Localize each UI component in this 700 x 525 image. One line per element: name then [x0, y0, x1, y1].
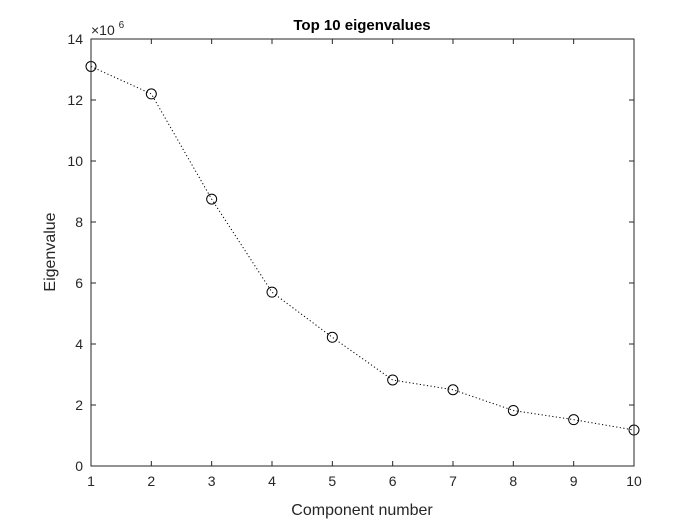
x-tick-label-1: 1	[87, 473, 95, 489]
plot-background	[91, 39, 634, 466]
data-point-2	[145, 88, 157, 100]
y-tick-label-12: 12	[67, 92, 83, 108]
y-axis-multiplier-base: ×10	[91, 22, 115, 38]
data-point-9	[568, 414, 580, 426]
data-point-6	[387, 374, 399, 386]
x-tick-label-9: 9	[570, 473, 578, 489]
y-tick-label-6: 6	[75, 275, 83, 291]
y-axis-label: Eigenvalue	[42, 212, 59, 291]
data-point-4	[266, 286, 278, 298]
x-tick-label-5: 5	[328, 473, 336, 489]
x-tick-label-10: 10	[626, 473, 642, 489]
data-point-3	[206, 193, 218, 205]
y-axis-multiplier: ×10 6	[91, 20, 125, 38]
x-axis-label: Component number	[291, 502, 433, 519]
x-tick-label-8: 8	[509, 473, 517, 489]
data-point-8	[507, 404, 519, 416]
y-tick-label-0: 0	[75, 458, 83, 474]
x-tick-label-2: 2	[147, 473, 155, 489]
y-tick-label-4: 4	[75, 336, 83, 352]
x-tick-label-3: 3	[208, 473, 216, 489]
data-point-7	[447, 384, 459, 396]
y-axis-multiplier-exponent: 6	[119, 20, 125, 31]
chart-title: Top 10 eigenvalues	[293, 17, 430, 34]
y-tick-label-10: 10	[67, 153, 83, 169]
data-point-5	[326, 331, 338, 343]
x-tick-label-6: 6	[389, 473, 397, 489]
y-tick-label-2: 2	[75, 397, 83, 413]
y-tick-label-14: 14	[67, 31, 83, 47]
series-line-0	[90, 65, 635, 431]
x-tick-label-7: 7	[449, 473, 457, 489]
y-tick-label-8: 8	[75, 214, 83, 230]
plot-frame	[90, 38, 635, 467]
x-tick-label-4: 4	[268, 473, 276, 489]
